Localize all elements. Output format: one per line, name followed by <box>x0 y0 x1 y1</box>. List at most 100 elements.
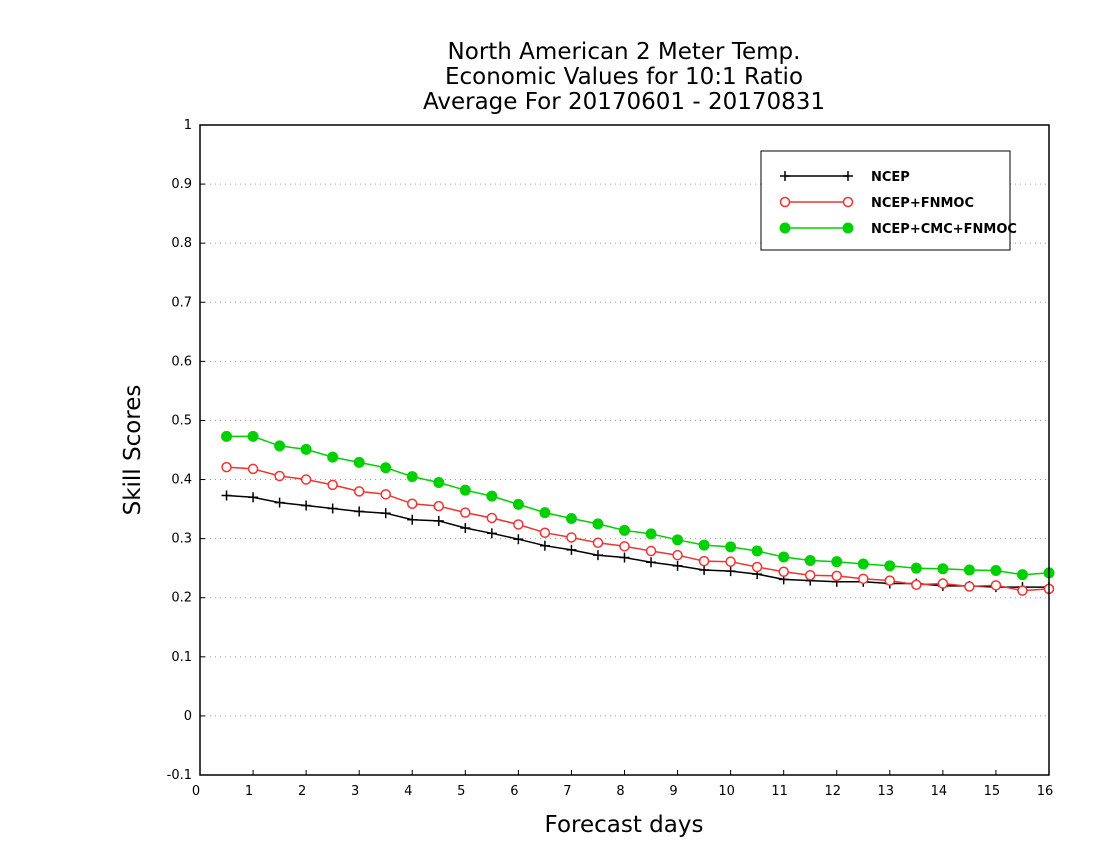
legend-item: NCEP <box>780 170 910 185</box>
x-axis-label: Forecast days <box>545 812 704 838</box>
data-point <box>842 222 854 234</box>
data-series <box>221 430 1055 596</box>
data-point <box>937 578 949 589</box>
data-point <box>327 503 338 514</box>
data-point <box>513 519 524 530</box>
legend-item: NCEP+FNMOC <box>779 196 974 211</box>
data-point <box>1016 569 1028 581</box>
data-point <box>842 196 854 208</box>
x-tick-label: 14 <box>931 784 948 799</box>
data-point <box>884 560 896 572</box>
data-point <box>353 456 365 468</box>
y-tick-label: 0.6 <box>171 354 192 369</box>
data-point <box>725 566 736 577</box>
data-point <box>539 540 550 551</box>
data-point <box>433 500 445 512</box>
data-point <box>751 545 763 557</box>
y-tick-label: 1 <box>184 118 192 133</box>
data-point <box>964 581 975 592</box>
x-tick-label: 10 <box>718 784 735 799</box>
data-point <box>804 555 816 566</box>
data-point <box>910 562 922 574</box>
data-point <box>911 579 922 590</box>
data-point <box>247 463 259 475</box>
x-tick-label: 1 <box>245 784 253 799</box>
y-tick-label: 0.5 <box>171 413 192 428</box>
series-1 <box>221 461 1055 596</box>
legend-label: NCEP+CMC+FNMOC <box>871 222 1017 237</box>
data-point <box>645 545 657 557</box>
data-point <box>380 508 391 519</box>
data-point <box>725 541 737 553</box>
x-tick-label: 11 <box>771 784 788 799</box>
data-point <box>645 528 657 540</box>
chart-title: North American 2 Meter Temp. Economic Va… <box>423 39 825 115</box>
data-point <box>459 484 471 496</box>
data-point <box>539 507 551 519</box>
data-point <box>779 196 791 208</box>
title-line-1: North American 2 Meter Temp. <box>448 39 801 65</box>
x-tick-label: 13 <box>878 784 895 799</box>
data-point <box>646 557 657 568</box>
y-axis-ticks: -0.1 0 0.1 0.2 0.3 0.4 0.5 0.6 0.7 0.8 0.9 1 <box>167 118 205 783</box>
data-point <box>460 523 471 533</box>
data-point <box>221 461 232 473</box>
data-point <box>937 563 949 575</box>
data-point <box>779 222 791 234</box>
data-point <box>884 575 896 586</box>
data-point <box>698 539 710 551</box>
y-tick-label: 0 <box>184 709 192 724</box>
data-point <box>247 430 259 442</box>
data-point <box>221 490 232 501</box>
data-point <box>619 552 630 563</box>
legend: NCEP NCEP+FNMOC NCEP+CMC+FNMOC <box>760 150 1017 251</box>
data-point <box>327 451 339 463</box>
series-line <box>226 494 1049 588</box>
data-point <box>857 558 869 570</box>
data-point <box>699 564 710 575</box>
y-tick-label: 0.7 <box>171 295 192 310</box>
y-tick-label: -0.1 <box>167 768 192 783</box>
data-point <box>778 566 789 577</box>
x-tick-label: 9 <box>669 784 677 799</box>
data-point <box>778 551 790 563</box>
y-tick-label: 0.1 <box>171 650 192 665</box>
data-point <box>354 506 365 517</box>
data-point <box>460 507 471 518</box>
data-point <box>353 486 365 497</box>
data-point <box>539 527 551 538</box>
data-point <box>831 556 843 568</box>
data-point <box>486 490 498 502</box>
data-point <box>592 537 604 549</box>
x-tick-label: 15 <box>984 784 1001 799</box>
data-point <box>274 470 285 482</box>
data-point <box>566 532 577 543</box>
data-point <box>804 570 816 581</box>
grid-lines <box>200 183 1049 717</box>
y-tick-label: 0.4 <box>171 473 192 488</box>
data-point <box>300 443 312 455</box>
data-point <box>407 498 418 510</box>
data-point <box>512 498 524 510</box>
x-tick-label: 5 <box>457 784 465 799</box>
data-point <box>301 500 312 511</box>
data-point <box>327 479 338 491</box>
series-line <box>226 435 1050 576</box>
data-point <box>433 477 445 488</box>
x-tick-label: 12 <box>824 784 841 799</box>
data-point <box>858 573 869 585</box>
y-axis-label: Skill Scores <box>120 385 146 516</box>
x-tick-label: 16 <box>1037 784 1054 799</box>
data-point <box>672 534 684 546</box>
data-point <box>619 541 630 552</box>
data-point <box>248 492 259 503</box>
data-point <box>486 512 498 524</box>
data-point <box>1017 585 1028 596</box>
legend-item: NCEP+CMC+FNMOC <box>779 222 1017 237</box>
data-point <box>380 489 391 500</box>
title-line-2: Economic Values for 10:1 Ratio <box>445 64 803 90</box>
data-point <box>698 555 710 567</box>
series-0 <box>221 490 1054 593</box>
y-tick-label: 0.3 <box>171 532 192 547</box>
